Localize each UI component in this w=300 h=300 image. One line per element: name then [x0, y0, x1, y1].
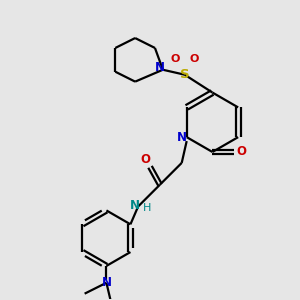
Text: N: N	[155, 61, 165, 74]
Text: O: O	[190, 54, 199, 64]
Text: N: N	[130, 199, 140, 212]
Text: O: O	[170, 54, 179, 64]
Text: H: H	[143, 203, 151, 214]
Text: O: O	[140, 153, 150, 167]
Text: N: N	[177, 130, 187, 144]
Text: N: N	[101, 276, 111, 289]
Text: S: S	[180, 68, 190, 81]
Text: O: O	[236, 146, 246, 158]
